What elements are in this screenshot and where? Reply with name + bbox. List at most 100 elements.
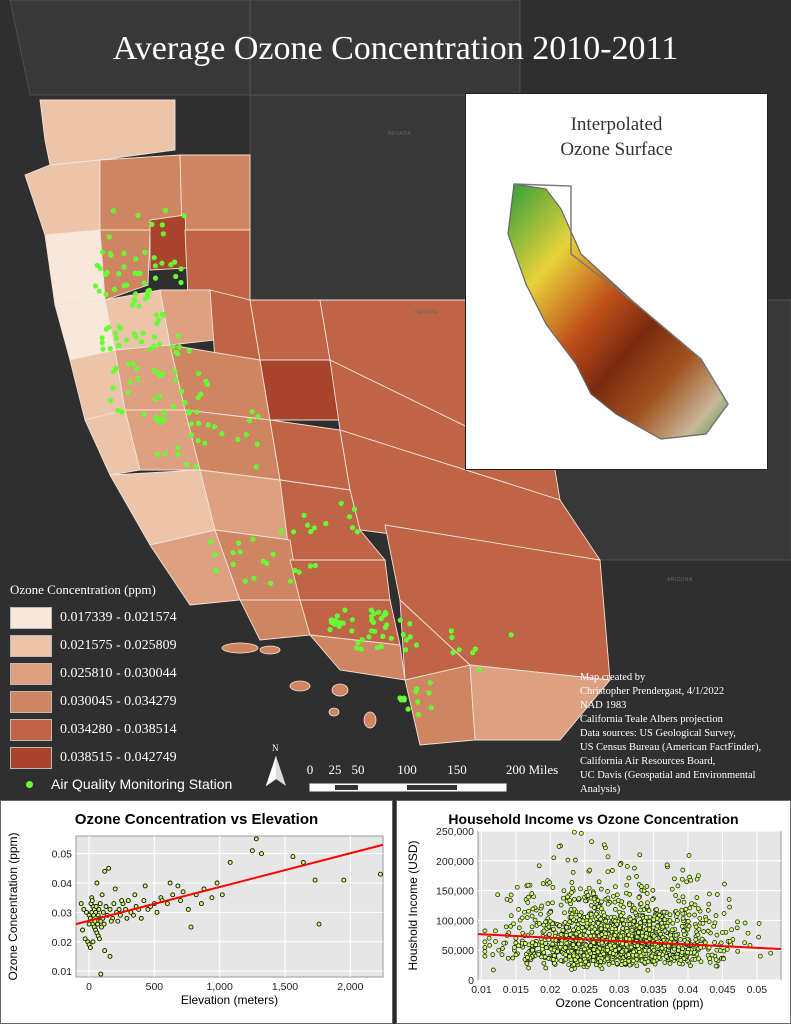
monitoring-station-point [159,311,165,317]
monitoring-station-point [397,617,403,623]
scatter-point [482,953,488,959]
monitoring-station-point [255,413,261,419]
y-tick-label: 250,000 [436,826,474,838]
scatter-point [664,923,670,929]
scatter-point [541,960,547,966]
y-tick-label: 150,000 [436,886,474,898]
scatter-point [142,883,148,889]
scatter-point [97,936,102,942]
scatter-point [756,921,762,926]
scatter-point [578,949,584,955]
monitoring-station-point [173,377,179,383]
monitoring-station-point [308,529,314,535]
scale-label-150: 150 [447,762,467,777]
monitoring-station-point [121,264,127,270]
scatter-point [539,946,545,952]
state-label-arizona: ARIZONA [667,577,693,583]
scatter-point [589,924,595,930]
legend-label: 0.038515 - 0.042749 [60,750,177,765]
scale-label-50: 50 [351,762,365,777]
monitoring-station-point [207,539,213,545]
scatter-point [80,927,85,933]
scatter-point [645,959,651,964]
monitoring-station-point [195,438,201,444]
scatter-point [588,933,593,939]
scatter-point [562,910,567,916]
scatter-point [510,955,516,961]
scatter-point [662,928,668,934]
scatter-point [694,895,700,900]
monitoring-station-point [151,255,157,261]
scatter-point [565,894,570,900]
scatter-point [599,906,604,912]
scatter-point [679,950,685,955]
monitoring-station-point [243,432,249,438]
monitoring-station-point [403,647,409,653]
elevation-scatter-plot: 0 500 1,000 1,500 2,000 0.01 0.02 0.03 0.04 0.05 E… [6,832,384,1007]
x-tick-label: 0.03 [609,984,630,996]
scatter-point [588,918,593,924]
legend-label: 0.021575 - 0.025809 [60,638,177,653]
monitoring-station-point [235,540,242,546]
scatter-point [571,962,577,967]
monitoring-station-point [426,690,432,696]
scatter-point [624,864,630,869]
scatter-point [683,906,689,912]
x-tick-label: 2,000 [337,981,363,993]
station-dot-icon [26,780,33,788]
monitoring-station-point [354,645,360,651]
scatter-point [482,949,488,954]
scatter-point [209,895,215,901]
scatter-point [613,907,618,912]
monitoring-station-point [450,650,456,656]
scatter-point [486,935,492,941]
scatter-point [727,938,733,944]
ozone-surface [507,183,729,440]
scatter-point [107,906,113,912]
monitoring-stations [93,207,514,718]
scatter-point [605,889,610,894]
monitoring-station-point [260,558,266,565]
scatter-point [482,945,488,950]
scatter-point [103,904,109,909]
scatter-point [643,934,649,940]
inset-map: Interpolated Ozone Surface [465,93,768,470]
scatter-point [551,953,557,958]
scatter-point [626,958,632,964]
scatter-point [583,933,589,939]
scatter-point [657,912,662,918]
y-tick-label: 0.05 [52,849,73,861]
monitoring-station-point [99,335,105,341]
monitoring-station-point [162,451,168,457]
credit-line: UC Davis (Geospatial and Environmental [580,770,756,781]
scatter-point [651,958,657,964]
monitoring-station-point [99,340,105,346]
monitoring-station-point [249,409,255,415]
credit-line: Map created by [580,672,646,683]
scale-bar-graphic [309,783,507,792]
scatter-point [667,961,673,966]
scatter-point [519,915,525,921]
monitoring-station-point [175,451,181,457]
scatter-point [94,880,100,886]
scatter-point [516,907,521,912]
scale-label-200: 200 Miles [505,762,559,777]
scatter-point [598,916,604,922]
scatter-point [543,941,548,946]
monitoring-station-point [113,335,120,341]
scatter-point [249,848,255,854]
scatter-point [568,914,574,920]
credit-line: California Air Resources Board, [580,756,716,767]
monitoring-station-point [110,208,116,214]
x-axis-title: Ozone Concentration (ppm) [555,996,703,1010]
scatter-point [599,940,605,946]
map-title: Average Ozone Concentration 2010-2011 [112,30,679,67]
scatter-point [141,898,147,904]
monitoring-station-point [349,617,355,623]
scatter-point [679,907,685,913]
scatter-point [188,924,194,930]
legend-class-6: 0.038515 - 0.042749 [10,744,232,772]
scatter-point [290,854,296,860]
scatter-point [630,958,636,964]
scatter-point [512,945,517,950]
